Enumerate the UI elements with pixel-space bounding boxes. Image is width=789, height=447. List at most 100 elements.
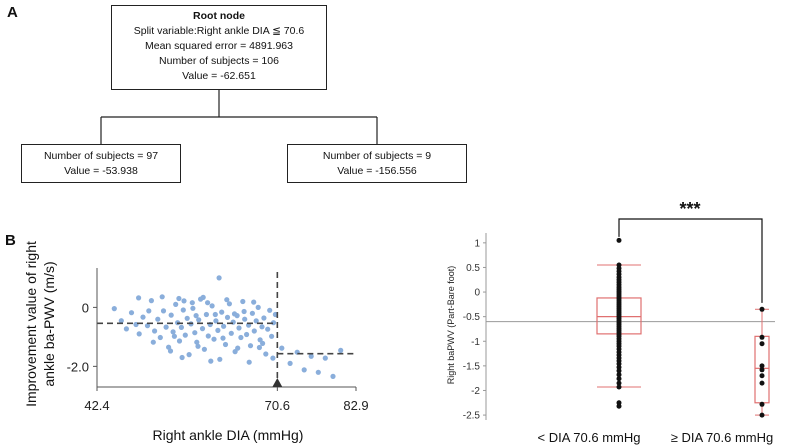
scatter-point [226, 301, 232, 307]
scatter-point [308, 353, 314, 359]
tree-right-node: Number of subjects = 9 Value = -156.556 [287, 144, 467, 183]
scatter-point [176, 338, 183, 344]
scatter-point [194, 339, 200, 345]
scatter-point [265, 326, 271, 332]
scatter-point [220, 335, 226, 341]
scatter-point [231, 311, 238, 317]
boxplot-point [616, 380, 622, 386]
scatter-point [155, 316, 161, 322]
scatter-y-tick-label: 0 [82, 300, 89, 315]
scatter-point [146, 308, 152, 314]
boxplot-point [759, 334, 765, 340]
boxplot-y-tick-label: 1 [474, 238, 480, 249]
scatter-x-label: Right ankle DIA (mmHg) [153, 427, 304, 443]
scatter-point [160, 308, 167, 314]
root-value: Value = -62.651 [182, 70, 256, 82]
boxplot-point [616, 384, 622, 390]
scatter-point [200, 294, 206, 300]
scatter-point [287, 360, 293, 366]
scatter-point [184, 315, 190, 321]
boxplot-point [759, 367, 765, 373]
scatter-point [315, 369, 321, 375]
scatter-point [111, 306, 117, 312]
scatter-point [182, 332, 188, 338]
scatter-point [186, 352, 192, 358]
scatter-point [128, 310, 135, 316]
scatter-point [140, 314, 146, 320]
scatter-y-label-line1: Improvement value of right [23, 241, 39, 407]
scatter-point [170, 329, 176, 335]
boxplot-point [759, 401, 765, 407]
scatter-x-tick-label: 42.4 [84, 398, 109, 413]
boxplot-y-tick-label: -2.5 [463, 411, 481, 422]
scatter-point [157, 334, 163, 341]
scatter-point [152, 328, 158, 334]
scatter-point [228, 330, 234, 336]
scatter-point [212, 311, 218, 318]
scatter-point [193, 313, 199, 319]
root-split-variable: Split variable:Right ankle DIA ≦ 70.6 [133, 25, 305, 37]
right-value: Value = -156.556 [337, 165, 417, 177]
scatter-point [240, 298, 246, 305]
boxplot-y-tick-label: -1 [471, 337, 480, 348]
scatter-y-tick-label: -2.0 [67, 359, 89, 374]
scatter-x-tick-label: 82.9 [343, 398, 368, 413]
scatter-point [180, 307, 186, 313]
boxplot-point [759, 373, 765, 379]
scatter-point [217, 356, 223, 362]
right-subjects: Number of subjects = 9 [322, 150, 432, 162]
scatter-point [205, 300, 211, 306]
scatter-point [216, 275, 222, 281]
scatter-point [167, 348, 174, 354]
scatter-point [118, 318, 124, 324]
scatter-point [301, 367, 307, 373]
scatter-point [148, 298, 154, 304]
boxplot-point [616, 376, 622, 382]
scatter-point [256, 344, 262, 351]
scatter-point [330, 373, 336, 379]
boxplot-point [616, 368, 622, 374]
tree-left-node: Number of subjects = 97 Value = -53.938 [21, 144, 181, 183]
boxplot-y-tick-label: -0.5 [463, 312, 481, 323]
boxplot-point [616, 372, 622, 378]
root-node-title: Root node [193, 10, 245, 22]
scatter-x-tick-label: 70.6 [265, 398, 290, 413]
tree-root-node: Root node Split variable:Right ankle DIA… [111, 5, 327, 90]
scatter-point [279, 345, 285, 351]
scatter-point [209, 303, 215, 309]
boxplot-point [759, 306, 765, 312]
scatter-point [201, 346, 207, 352]
scatter-point [215, 327, 221, 333]
scatter-point [322, 355, 328, 361]
scatter-point [219, 309, 225, 315]
scatter-point [163, 324, 169, 330]
scatter-point [241, 308, 247, 315]
scatter-point [255, 304, 261, 310]
scatter-point [181, 298, 187, 304]
scatter-point [213, 318, 219, 324]
boxplot-point [759, 341, 765, 347]
scatter-point [244, 331, 250, 338]
significance-stars: *** [679, 199, 700, 219]
boxplot-y-tick-label: -1.5 [463, 361, 481, 372]
scatter-point [208, 358, 214, 364]
scatter-point [235, 345, 241, 351]
boxplot-y-tick-label: 0 [474, 288, 480, 299]
scatter-point [247, 343, 254, 349]
boxplot-point [759, 363, 765, 369]
panel-label-b: B [5, 232, 16, 249]
scatter-point [150, 339, 156, 345]
panel-label-a: A [7, 4, 18, 21]
scatter-point [338, 347, 344, 353]
left-value: Value = -53.938 [64, 165, 138, 177]
scatter-point [178, 324, 184, 330]
scatter-point [136, 295, 142, 301]
scatter-point [251, 328, 257, 334]
scatter-point [189, 300, 195, 306]
scatter-point [267, 307, 273, 313]
split-marker-triangle [272, 378, 283, 387]
scatter-point [221, 323, 227, 329]
